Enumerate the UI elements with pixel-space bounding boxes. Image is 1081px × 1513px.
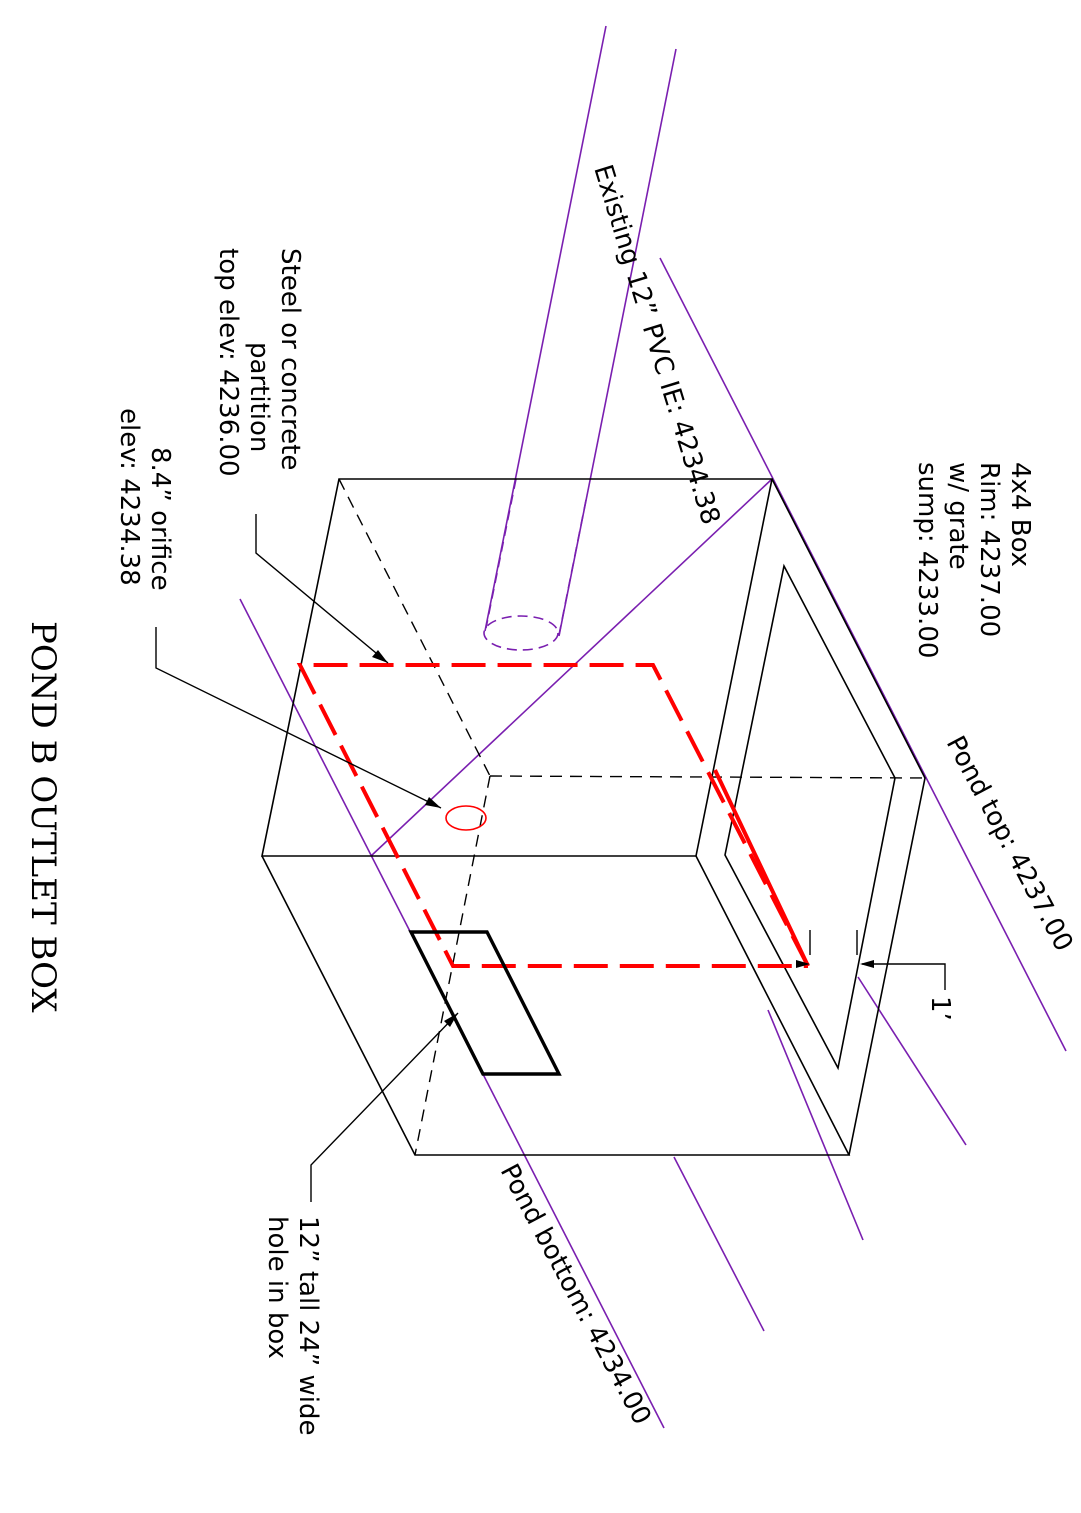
partition-label: Steel or concrete partition top elev: 42… [213,248,305,477]
box-label-line-4: sump: 4233.00 [912,462,942,658]
hidden-edge-2 [489,775,926,779]
grate-outer [724,563,896,1071]
hole-arrow-icon [444,1013,458,1027]
dimension-arrow-2-icon [796,960,810,968]
pond-bottom-label: Pond bottom: 4234.00 [494,1159,657,1430]
partition-label-line-2: partition [244,342,274,452]
hole-in-box [408,930,562,1076]
box-outline [261,478,926,1156]
box-top-face [261,478,773,857]
grade-line-1 [857,976,967,1146]
box-right-face [771,478,926,1156]
box-label-line-3: w/ grate [943,462,973,570]
pipe-end-icon [483,615,559,651]
partition-leader [255,514,389,664]
hidden-edge-3 [414,775,491,1156]
partition-label-line-3: top elev: 4236.00 [213,248,243,477]
partition-solid-edge [713,769,810,967]
orifice-icon [445,805,487,831]
orifice-arrow-icon [425,797,441,808]
pipe-hidden-right [557,499,587,641]
pipe-edge-left [484,25,607,632]
partition-arrow-icon [372,650,388,663]
hole-label: 12” tall 24” wide hole in box [262,1216,323,1435]
hole-leader [310,1012,459,1202]
leaders [155,514,946,1202]
orifice-label: 8.4” orifice elev: 4234.38 [114,408,175,591]
dimension-label: 1’ [925,996,955,1021]
drawing-title: POND B OUTLET BOX [23,621,63,1013]
dimension-arrow-icon [860,960,874,968]
orifice-label-line-2: elev: 4234.38 [114,408,144,586]
box-label-line-1: 4x4 Box [1005,462,1035,567]
partition-outline [296,663,810,968]
pond-diagonal [370,478,773,857]
dimension-leader [862,963,946,990]
leader-arrowheads [372,650,874,1027]
grade-line-3 [673,1156,765,1332]
pipe-hidden-left [485,478,517,629]
orifice-leader [155,627,442,809]
pond-lines [239,25,1067,1429]
orifice-label-line-1: 8.4” orifice [145,447,175,591]
grade-line-2 [767,1009,864,1241]
box-label-line-2: Rim: 4237.00 [974,462,1004,637]
hidden-edges [338,478,926,1156]
pond-top-line [659,257,1067,1052]
partition-label-line-1: Steel or concrete [275,248,305,470]
box-front-face [261,855,851,1156]
hole-label-line-2: hole in box [262,1216,292,1359]
hidden-edge-1 [338,478,491,777]
hole-label-line-1: 12” tall 24” wide [293,1216,323,1435]
box-label: 4x4 Box Rim: 4237.00 w/ grate sump: 4233… [912,462,1035,658]
